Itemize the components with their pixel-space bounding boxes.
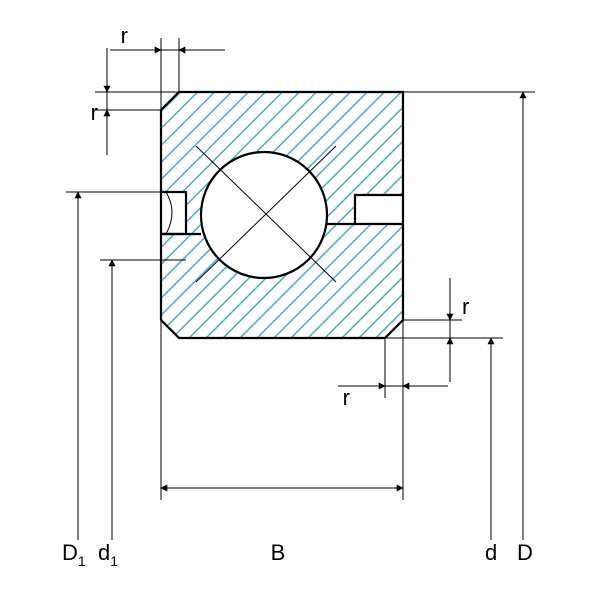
label-B: B bbox=[271, 540, 286, 565]
label-r-top-v: r bbox=[91, 100, 98, 125]
label-d: d bbox=[485, 540, 497, 565]
label-D: D bbox=[517, 540, 533, 565]
label-D1: D1 bbox=[62, 540, 86, 569]
bearing-cross-section: r r r r D1 d1 B d D bbox=[0, 0, 600, 600]
bearing-body bbox=[161, 92, 403, 338]
label-r-bot-v: r bbox=[462, 294, 469, 319]
label-r-top-h: r bbox=[121, 23, 128, 48]
label-r-bot-h: r bbox=[343, 385, 350, 410]
label-d1: d1 bbox=[98, 540, 118, 569]
